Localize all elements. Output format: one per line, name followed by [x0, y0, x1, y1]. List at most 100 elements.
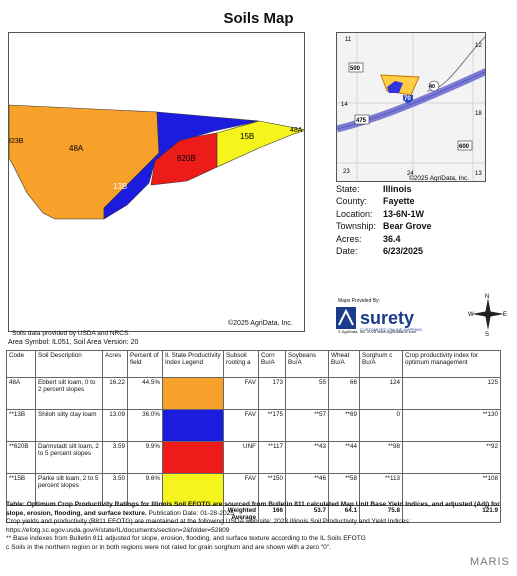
info-key: Township: [336, 221, 377, 232]
map-label: 48A [69, 144, 84, 153]
table-row: **620B Darmstadt silt loam, 2 to 5 percen… [6, 441, 501, 474]
table-row: 48A Ebbert silt loam, 0 to 2 percent slop… [6, 377, 501, 410]
map-label: 620B [177, 154, 196, 163]
cell-acres: 3.50 [102, 473, 128, 506]
legend-swatch [163, 410, 223, 441]
cell-soy: 55 [285, 377, 329, 410]
compass-s: S [485, 332, 489, 336]
cell-code: **13B [6, 409, 36, 442]
col-header: Wheat Bu/A [328, 350, 360, 378]
legend-swatch-cell [162, 441, 224, 474]
location-info: State: Illinois County: Fayette Location: 1… [336, 183, 432, 257]
weighted-cpi: 121.9 [402, 505, 501, 523]
col-header: Subsoil rooting a [223, 350, 259, 378]
col-header: Crop productivity index for optimum mana… [402, 350, 501, 378]
cell-acres: 13.09 [102, 409, 128, 442]
cell-corn: 173 [258, 377, 286, 410]
info-value: Bear Grove [383, 221, 432, 232]
soils-map: 48A 13B 620B 15B I23B 48A [8, 32, 305, 332]
table-row: **13B Shiloh silty clay loam 13.09 36.0% FAV… [6, 409, 501, 442]
info-key: State: [336, 184, 360, 194]
cell-sorghum: **113 [359, 473, 403, 506]
legend-swatch [163, 378, 223, 409]
cell-desc: Ebbert silt loam, 0 to 2 percent slopes [35, 377, 103, 410]
map-edge-label: I23B [9, 138, 24, 145]
locator-label: 475 [356, 118, 367, 124]
cell-desc: Shiloh silty clay loam [35, 409, 103, 442]
locator-label: 40 [429, 84, 435, 90]
col-header: Sorghum c Bu/A [359, 350, 403, 378]
footnote-link[interactable]: https://efotg.sc.egov.usda.gov/#/state/I… [6, 526, 230, 534]
info-row: Location: 13-6N-1W [336, 208, 432, 220]
col-header: Corn Bu/A [258, 350, 286, 378]
soils-map-svg: 48A 13B 620B 15B I23B 48A [9, 104, 304, 220]
info-row: Township: Bear Grove [336, 220, 432, 232]
surety-name: surety [360, 308, 414, 328]
cell-acres: 3.59 [102, 441, 128, 474]
footnotes: Table: Optimum Crop Productivity Ratings… [6, 501, 511, 553]
footnote-bold: Table: Optimum Crop Productivity Ratings… [6, 501, 500, 517]
locator-label: 70 [404, 96, 411, 102]
compass-w: W [468, 312, 474, 318]
info-value: 36.4 [383, 233, 401, 244]
table-header-row: Code Soil Description Acres Percent of f… [6, 350, 501, 378]
cell-root: FAV [223, 409, 259, 442]
cell-corn: **175 [258, 409, 286, 442]
cell-cpi: **108 [402, 473, 501, 506]
compass-n: N [485, 294, 489, 300]
cell-root: UNF [223, 441, 259, 474]
page-title: Soils Map [223, 10, 294, 27]
legend-swatch [163, 474, 223, 505]
cell-pct: 44.5% [127, 377, 163, 410]
locator-label: 12 [475, 43, 482, 49]
cell-desc: Darmstadt silt loam, 2 to 5 percent slop… [35, 441, 103, 474]
provided-by-label: Maps Provided By: [338, 298, 380, 304]
info-value: 6/23/2025 [383, 246, 424, 257]
weighted-sorghum: 75.8 [359, 505, 403, 523]
cell-wheat: 66 [328, 377, 360, 410]
map-copyright: ©2025 AgriData, Inc. [228, 320, 293, 327]
cell-sorghum: 124 [359, 377, 403, 410]
locator-label: 600 [459, 144, 470, 150]
legend-swatch-cell [162, 377, 224, 410]
cell-pct: 36.0% [127, 409, 163, 442]
locator-map: 500 40 70 475 600 11 12 14 18 23 24 13 ©… [336, 32, 486, 182]
map-label: 15B [240, 132, 254, 141]
cell-desc: Parke silt loam, 2 to 5 percent slopes [35, 473, 103, 506]
surety-logo: surety CUSTOMIZED ONLINE MAPPING [336, 307, 422, 332]
watermark: MARIS [470, 556, 510, 568]
cell-sorghum: 0 [359, 409, 403, 442]
locator-label: 24 [407, 171, 414, 177]
info-row: Acres: 36.4 [336, 233, 432, 245]
info-value: Illinois [383, 184, 412, 194]
map-edge-label: 48A [290, 127, 303, 134]
cell-root: FAV [223, 377, 259, 410]
info-key: County: [336, 196, 368, 207]
soil-table: Code Soil Description Acres Percent of f… [6, 350, 501, 523]
locator-label: 23 [343, 169, 350, 175]
locator-label: 14 [341, 102, 348, 108]
compass-e: E [503, 312, 507, 318]
col-header: Acres [102, 350, 128, 378]
col-header: Il. State Productivity Index Legend [162, 350, 224, 378]
footnote-line: c Soils in the northern region or in bot… [6, 543, 332, 551]
locator-map-svg: 500 40 70 475 600 11 12 14 18 23 24 13 ©… [337, 33, 485, 181]
surety-tagline: CUSTOMIZED ONLINE MAPPING [360, 327, 422, 332]
locator-label: 13 [475, 171, 482, 177]
info-key: Acres: [336, 233, 362, 244]
footnote-line: Crop yields and productivity (B811 EFOTG… [6, 518, 411, 526]
table-row: **15B Parke silt loam, 2 to 5 percent slo… [6, 473, 501, 506]
info-row: Date: 6/23/2025 [336, 245, 432, 257]
cell-sorghum: **98 [359, 441, 403, 474]
footnote-pub: Publication Date: 01-28-2025 [146, 509, 234, 517]
locator-label: 500 [350, 66, 361, 72]
col-header: Soil Description [35, 350, 103, 378]
cell-pct: 9.9% [127, 441, 163, 474]
surety-copyright: © AgriData, Inc. 2025 www.AgriDataInc.co… [338, 329, 417, 334]
soil-region-13B [103, 111, 260, 220]
col-header: Soybeans Bu/A [285, 350, 329, 378]
cell-corn: **117 [258, 441, 286, 474]
soil-region-15B [216, 120, 304, 168]
cell-wheat: **58 [328, 473, 360, 506]
info-value: Fayette [383, 196, 415, 207]
